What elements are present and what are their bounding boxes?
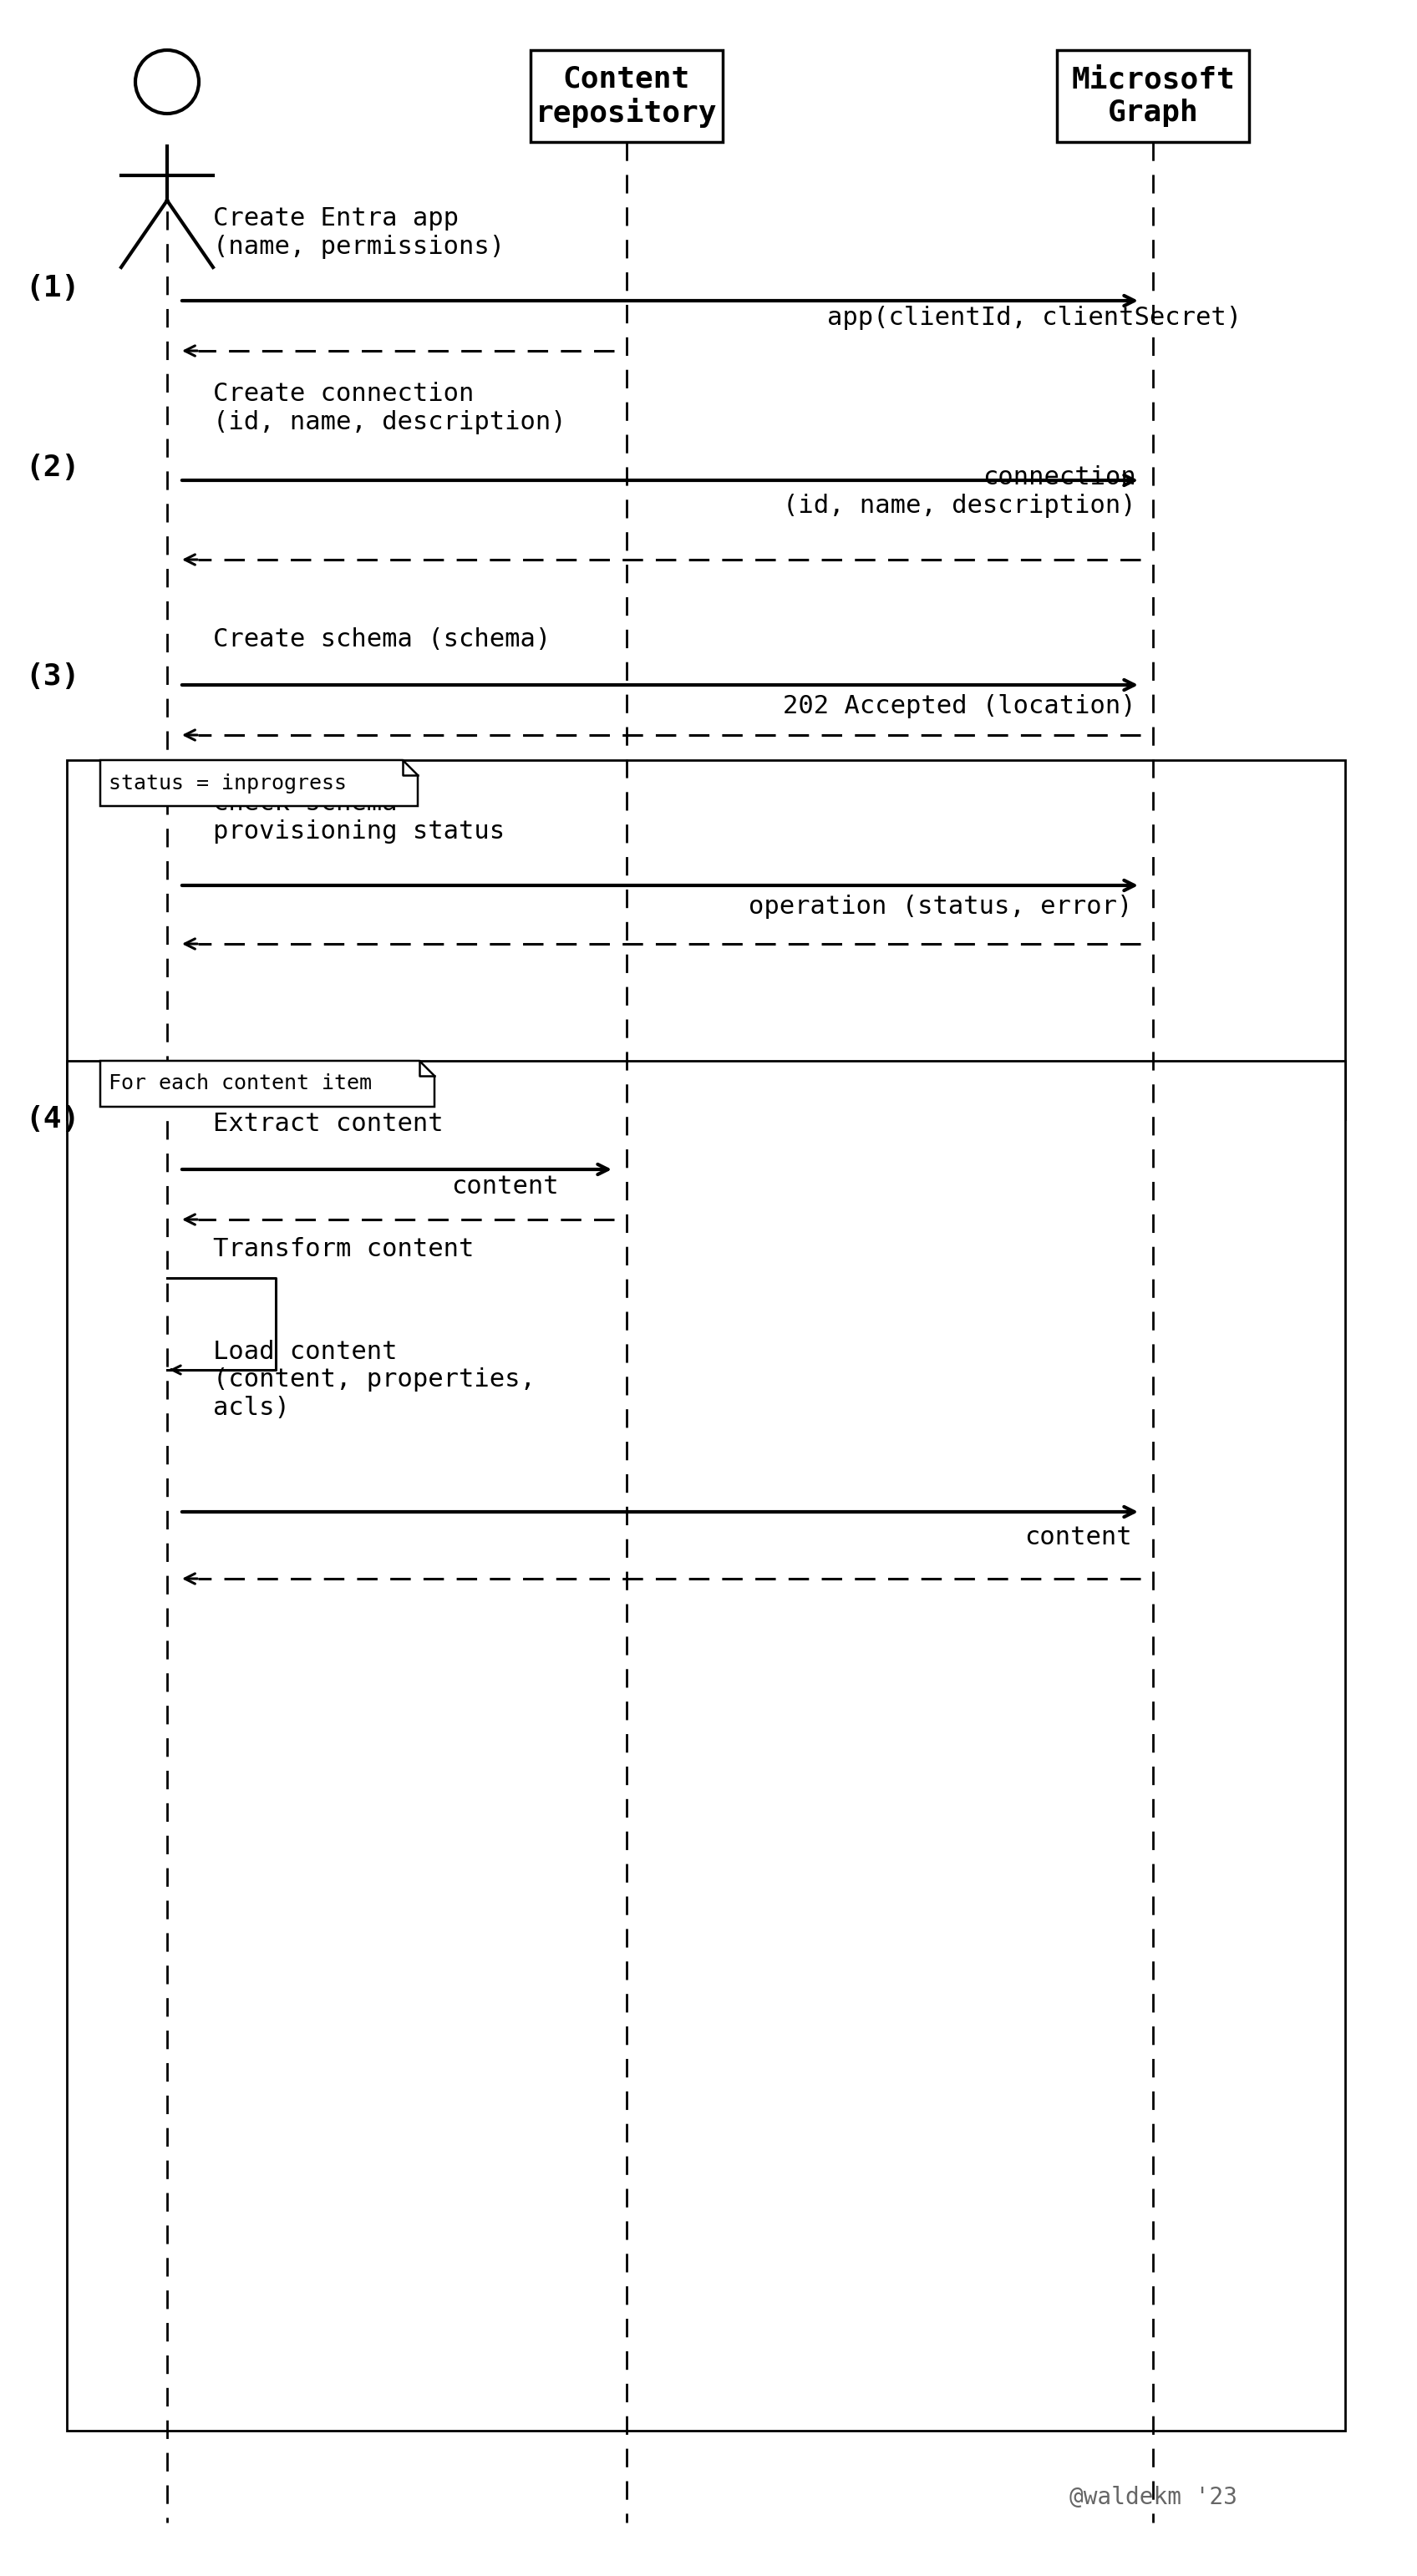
Text: Microsoft
Graph: Microsoft Graph	[1071, 64, 1234, 126]
Text: Load content
(content, properties,
acls): Load content (content, properties, acls)	[213, 1340, 536, 1419]
Polygon shape	[101, 1061, 435, 1108]
Text: status = inprogress: status = inprogress	[109, 773, 347, 793]
Text: (1): (1)	[26, 273, 79, 301]
Polygon shape	[101, 760, 418, 806]
FancyBboxPatch shape	[67, 760, 1345, 1121]
Text: operation (status, error): operation (status, error)	[748, 894, 1132, 920]
FancyBboxPatch shape	[1057, 49, 1248, 142]
Text: 202 Accepted (location): 202 Accepted (location)	[784, 693, 1136, 719]
Text: (3): (3)	[26, 662, 79, 690]
Text: Check schema
provisioning status: Check schema provisioning status	[213, 791, 504, 842]
FancyBboxPatch shape	[530, 49, 723, 142]
Text: For each content item: For each content item	[109, 1074, 371, 1095]
Text: Create Entra app
(name, permissions): Create Entra app (name, permissions)	[213, 206, 504, 260]
Text: @waldekm '23: @waldekm '23	[1070, 2486, 1237, 2509]
FancyBboxPatch shape	[67, 1061, 1345, 2432]
Text: app(clientId, clientSecret): app(clientId, clientSecret)	[828, 307, 1241, 330]
Text: (2): (2)	[26, 453, 79, 482]
Text: connection
(id, name, description): connection (id, name, description)	[784, 466, 1136, 518]
Text: Create schema (schema): Create schema (schema)	[213, 629, 551, 652]
Text: Create connection
(id, name, description): Create connection (id, name, description…	[213, 381, 567, 435]
Text: Content
repository: Content repository	[536, 64, 717, 129]
Text: content: content	[1024, 1525, 1132, 1548]
Text: Extract content: Extract content	[213, 1113, 444, 1136]
Text: Transform content: Transform content	[213, 1236, 475, 1262]
Text: content: content	[451, 1175, 558, 1198]
Text: (4): (4)	[26, 1105, 79, 1133]
